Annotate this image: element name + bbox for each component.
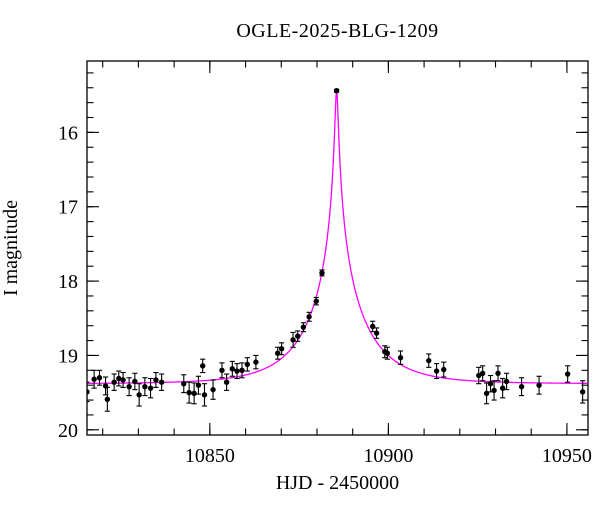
y-tick-label: 20 [58, 420, 78, 442]
x-tick-label: 10950 [542, 445, 592, 467]
x-tick-label: 10850 [185, 445, 235, 467]
data-point [219, 367, 225, 374]
data-point [426, 357, 432, 364]
data-point [244, 361, 251, 368]
data-point [181, 380, 187, 387]
data-point [518, 383, 525, 390]
data-point [136, 392, 142, 398]
y-tick-label: 19 [58, 345, 78, 367]
data-point [397, 354, 404, 361]
data-point [201, 392, 208, 398]
data-point [186, 389, 192, 396]
data-point [132, 378, 138, 385]
data-point [120, 377, 126, 383]
data-point [487, 380, 494, 387]
data-point [373, 330, 380, 336]
data-points-group [87, 88, 586, 412]
data-point [476, 372, 482, 379]
y-tick-label: 18 [58, 271, 78, 293]
y-tick-label: 16 [58, 122, 78, 144]
plot-frame [86, 60, 589, 436]
data-point [253, 359, 259, 365]
data-point [503, 378, 510, 385]
data-point [191, 390, 197, 397]
data-point [495, 370, 501, 376]
chart-title: OGLE-2025-BLG-1209 [236, 20, 439, 42]
data-point [333, 88, 340, 94]
data-point [564, 371, 571, 377]
data-point [229, 366, 236, 372]
data-point [126, 383, 132, 390]
data-point [223, 379, 230, 385]
data-point [491, 387, 497, 394]
data-point [158, 379, 165, 385]
data-point [147, 385, 154, 391]
data-point [319, 270, 325, 276]
x-tick-label: 10900 [363, 445, 413, 467]
data-point [104, 396, 111, 403]
data-point [441, 366, 447, 373]
data-point [96, 375, 103, 381]
data-point [300, 324, 307, 330]
data-point [153, 377, 159, 383]
data-point [116, 375, 122, 382]
data-point [210, 386, 216, 393]
data-point [290, 337, 296, 343]
data-point [384, 350, 391, 356]
model-curve [87, 90, 588, 384]
data-point [111, 379, 117, 385]
data-point [278, 346, 285, 352]
x-axis-label: HJD - 2450000 [275, 472, 400, 494]
y-tick-label: 17 [58, 197, 78, 219]
data-point [294, 333, 301, 339]
data-point [142, 383, 148, 390]
data-point [433, 368, 440, 374]
data-point [87, 389, 90, 395]
data-point [579, 389, 586, 395]
data-point [536, 382, 542, 388]
data-point [313, 298, 319, 304]
data-point [199, 363, 206, 369]
data-point [234, 368, 240, 374]
data-point [91, 376, 97, 382]
data-point [479, 370, 486, 376]
data-point [239, 367, 245, 374]
data-point [306, 314, 312, 320]
data-point [195, 382, 202, 388]
